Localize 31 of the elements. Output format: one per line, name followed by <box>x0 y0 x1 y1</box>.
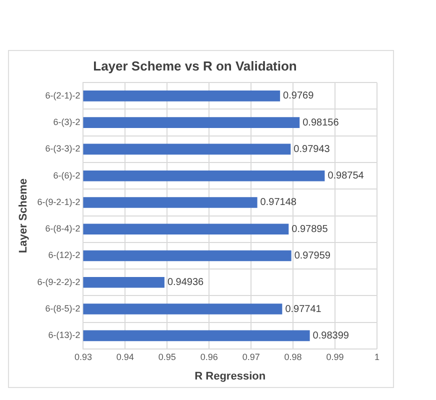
y-tick-label: 6-(8-4)-2 <box>45 224 80 234</box>
y-tick-label: 6-(3)-2 <box>53 117 80 128</box>
x-tick-label: 0.93 <box>74 352 92 362</box>
data-label: 0.98156 <box>302 117 340 128</box>
data-label: 0.97895 <box>292 224 328 235</box>
x-tick-label: 0.95 <box>158 352 176 362</box>
x-tick-label: 1 <box>374 352 380 362</box>
y-tick-label: 6-(12)-2 <box>48 250 80 260</box>
chart-title: Layer Scheme vs R on Validation <box>93 58 297 74</box>
x-tick-label: 0.96 <box>200 352 218 362</box>
y-axis-title: Layer Scheme <box>18 178 30 254</box>
data-label: 0.98754 <box>328 170 364 182</box>
data-label: 0.97943 <box>294 144 330 155</box>
data-label: 0.98399 <box>312 330 350 342</box>
y-tick-label: 6-(3-3)-2 <box>45 144 80 154</box>
y-tick-label: 6-(8-5)-2 <box>45 304 80 314</box>
data-label: 0.9769 <box>283 90 314 102</box>
x-tick-label: 0.94 <box>116 352 134 362</box>
y-tick-label: 6-(6)-2 <box>53 170 80 180</box>
x-tick-label: 0.99 <box>326 352 344 362</box>
data-label: 0.97959 <box>294 250 331 262</box>
x-axis-title: R Regression <box>194 370 266 382</box>
data-label: 0.97148 <box>260 197 297 208</box>
x-tick-label: 0.97 <box>242 352 260 362</box>
x-tick-label: 0.98 <box>284 352 302 362</box>
y-tick-label: 6-(2-1)-2 <box>45 90 80 100</box>
data-label: 0.94936 <box>167 277 204 288</box>
data-label: 0.97741 <box>285 304 322 315</box>
y-tick-label: 6-(13)-2 <box>48 330 80 340</box>
y-tick-label: 6-(9-2-2)-2 <box>37 276 80 287</box>
y-tick-label: 6-(9-2-1)-2 <box>37 196 80 207</box>
